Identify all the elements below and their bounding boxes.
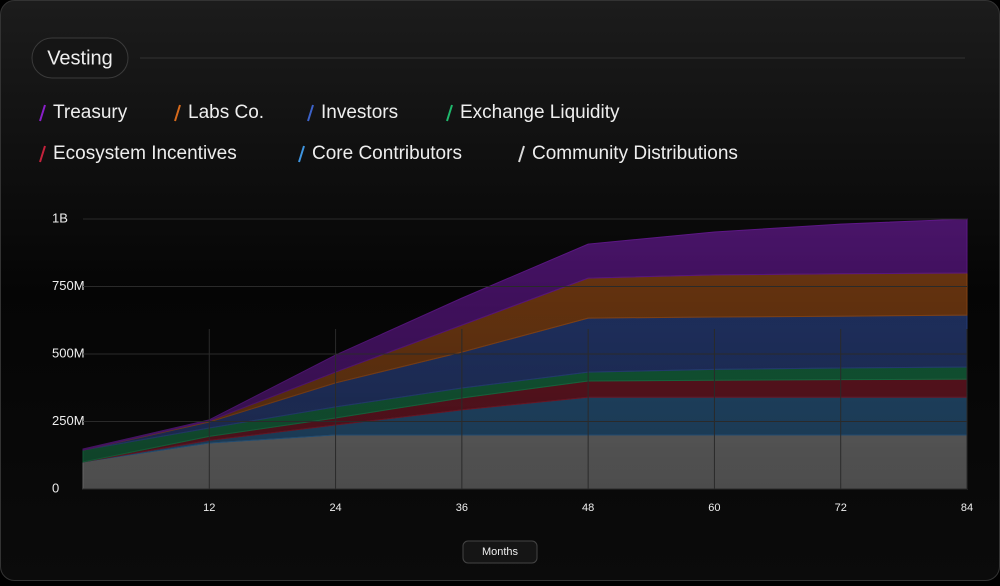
chart-title: Vesting	[47, 47, 113, 69]
legend-label: Ecosystem Incentives	[53, 143, 237, 164]
x-tick-label: 84	[961, 502, 973, 514]
x-tick-label: 24	[329, 502, 341, 514]
x-tick-label: 72	[835, 502, 847, 514]
legend-label: Labs Co.	[188, 102, 264, 123]
legend-label: Community Distributions	[532, 143, 738, 164]
legend-swatch	[518, 145, 525, 163]
area	[82, 218, 968, 451]
legend-label: Exchange Liquidity	[460, 102, 620, 123]
x-tick-label: 36	[456, 502, 468, 514]
legend-label: Treasury	[53, 102, 128, 123]
x-axis-label: Months	[482, 546, 519, 558]
y-tick-label: 0	[52, 480, 59, 495]
x-tick-label: 60	[708, 502, 720, 514]
title-pill	[31, 37, 129, 79]
legend-label: Investors	[321, 102, 398, 123]
y-tick-label: 750M	[52, 278, 85, 293]
x-label-pill	[462, 540, 538, 564]
y-tick-label: 250M	[52, 413, 85, 428]
legend-swatch	[446, 104, 453, 122]
y-tick-label: 1B	[52, 210, 68, 225]
y-tick-label: 500M	[52, 345, 85, 360]
legend-swatch	[39, 104, 46, 122]
legend-swatch	[39, 145, 46, 163]
legend-label: Core Contributors	[312, 143, 462, 164]
legend-swatch	[174, 104, 181, 122]
x-tick-label: 12	[203, 502, 215, 514]
x-tick-label: 48	[582, 502, 594, 514]
legend-swatch	[298, 145, 305, 163]
legend-swatch	[307, 104, 314, 122]
